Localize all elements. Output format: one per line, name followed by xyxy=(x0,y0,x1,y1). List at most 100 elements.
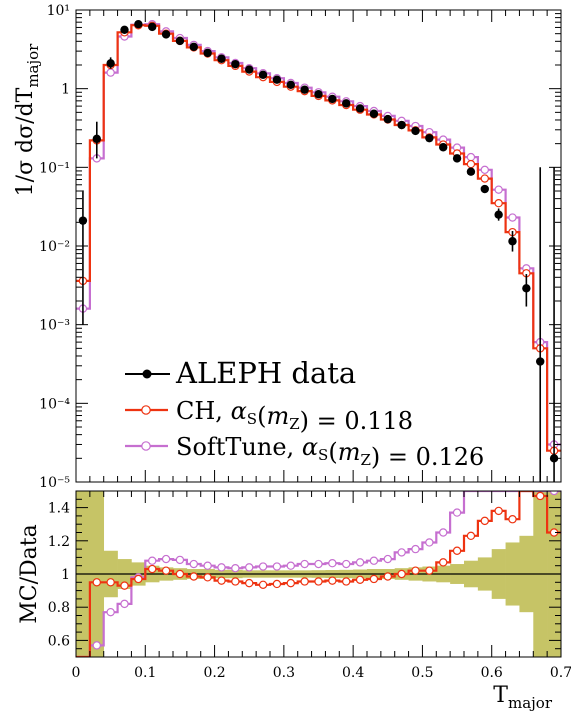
softtune-marker xyxy=(508,213,517,222)
data-point xyxy=(369,109,379,118)
softtune-ratio-marker xyxy=(452,508,462,517)
data-point xyxy=(411,126,420,136)
ch-ratio-marker xyxy=(106,578,115,587)
ch-ratio-marker xyxy=(120,581,129,590)
ch-ratio-marker xyxy=(189,572,198,581)
ratio-y-tick-label: 1.4 xyxy=(48,501,70,517)
ch-ratio-marker xyxy=(148,564,157,574)
ch-ratio-marker xyxy=(342,577,351,586)
softtune-ratio-marker xyxy=(161,554,171,564)
softtune-ratio-marker xyxy=(300,559,309,569)
ch-ratio-marker xyxy=(203,573,212,582)
data-point xyxy=(258,70,268,80)
data-point xyxy=(134,19,143,29)
main-y-tick-label: 10¹ xyxy=(47,3,70,19)
main-plot-panel: 10⁻⁵ 10⁻⁴ 10⁻³ 10⁻² 10⁻¹ 1 10¹ xyxy=(39,3,562,491)
data-point xyxy=(272,75,282,84)
x-tick-label: 0.6 xyxy=(481,665,503,681)
main-y-tick-label: 10⁻² xyxy=(39,239,70,255)
ch-ratio-marker xyxy=(286,578,295,588)
softtune-ratio-marker xyxy=(231,563,240,573)
softtune-ratio-marker xyxy=(189,559,198,569)
softtune-marker xyxy=(480,165,489,175)
ch-ratio-marker xyxy=(439,558,448,567)
data-point xyxy=(342,99,351,108)
ch-ratio-marker xyxy=(536,491,545,501)
ch-marker xyxy=(466,159,476,169)
x-tick-label: 0.3 xyxy=(273,665,295,681)
softtune-ratio-marker xyxy=(148,556,157,565)
data-point xyxy=(522,284,531,293)
main-y-axis-label: 1/σ dσ/dTmajor xyxy=(13,43,42,197)
ch-ratio-marker xyxy=(383,572,392,581)
ch-ratio-marker xyxy=(92,578,101,587)
data-point xyxy=(161,30,171,39)
legend-aleph-label: ALEPH data xyxy=(175,356,356,390)
ratio-y-tick-label: 1 xyxy=(61,567,70,583)
ch-ratio-marker xyxy=(452,546,462,555)
x-tick-label: 0 xyxy=(72,665,81,681)
softtune-ratio-marker xyxy=(383,554,392,564)
softtune-ratio-marker xyxy=(217,563,226,572)
ch-ratio-marker xyxy=(231,577,240,586)
ratio-plot-panel: 0.6 0.8 1 1.2 1.4 0 0.1 0.2 0.3 0.4 0.5 0.6 0.7 xyxy=(48,490,571,681)
data-point xyxy=(78,216,88,225)
softtune-marker xyxy=(494,185,503,194)
softtune-ratio-marker xyxy=(369,556,379,565)
ch-ratio-marker xyxy=(245,578,254,588)
legend-aleph-swatch-marker xyxy=(142,369,152,379)
x-axis-label: Tmajor xyxy=(493,683,553,712)
ch-ratio-marker xyxy=(494,506,503,516)
softtune-ratio-marker xyxy=(286,561,295,570)
data-point xyxy=(231,59,240,69)
main-y-tick-label: 10⁻³ xyxy=(39,318,70,334)
data-point xyxy=(480,184,489,194)
legend-softtune-swatch-marker xyxy=(141,441,151,451)
data-point xyxy=(106,59,115,68)
ch-ratio-marker xyxy=(314,577,323,586)
ch-ratio-marker xyxy=(355,575,365,585)
ch-ratio-marker xyxy=(466,531,476,541)
ratio-plot-area xyxy=(76,491,561,657)
data-point xyxy=(452,154,462,163)
ch-ratio-marker xyxy=(300,577,309,586)
softtune-ratio-line xyxy=(76,491,561,657)
ch-ratio-marker xyxy=(134,574,143,584)
softtune-ratio-marker xyxy=(106,607,115,617)
main-plot-area xyxy=(76,19,561,482)
data-point xyxy=(300,85,309,94)
data-point xyxy=(328,94,337,104)
x-tick-label: 0.7 xyxy=(550,665,571,681)
data-point xyxy=(383,114,392,124)
axis-labels: 1/σ dσ/dTmajor MC/Data Tmajor xyxy=(13,43,553,712)
softtune-ratio-marker xyxy=(397,548,406,557)
data-point xyxy=(217,54,226,63)
data-point xyxy=(92,134,101,144)
data-point xyxy=(425,133,434,143)
softtune-ratio-marker xyxy=(92,641,101,650)
data-point xyxy=(175,36,185,46)
ch-ratio-marker xyxy=(397,569,406,579)
data-point xyxy=(148,22,157,32)
data-point xyxy=(286,80,295,89)
data-point xyxy=(466,167,476,176)
main-y-tick-label: 1 xyxy=(61,82,70,98)
ratio-y-axis-label: MC/Data xyxy=(17,524,42,623)
ch-ratio-marker xyxy=(480,516,489,526)
softtune-ratio-marker xyxy=(549,491,559,496)
main-y-tick-label: 10⁻¹ xyxy=(39,160,70,176)
softtune-ratio-marker xyxy=(355,558,365,567)
ch-marker xyxy=(480,174,489,183)
data-point xyxy=(189,42,198,52)
softtune-ratio-marker xyxy=(314,559,323,569)
ch-ratio-marker xyxy=(161,566,171,575)
data-point xyxy=(397,120,406,130)
data-point xyxy=(549,454,559,463)
legend-ch-swatch-marker xyxy=(141,405,151,415)
main-y-tick-label: 10⁻⁵ xyxy=(39,475,70,491)
ch-ratio-marker xyxy=(508,515,517,524)
softtune-ratio-marker xyxy=(272,562,282,571)
data-point xyxy=(314,90,323,99)
legend-softtune-label: SoftTune, αS(mZ) = 0.126 xyxy=(176,433,484,471)
